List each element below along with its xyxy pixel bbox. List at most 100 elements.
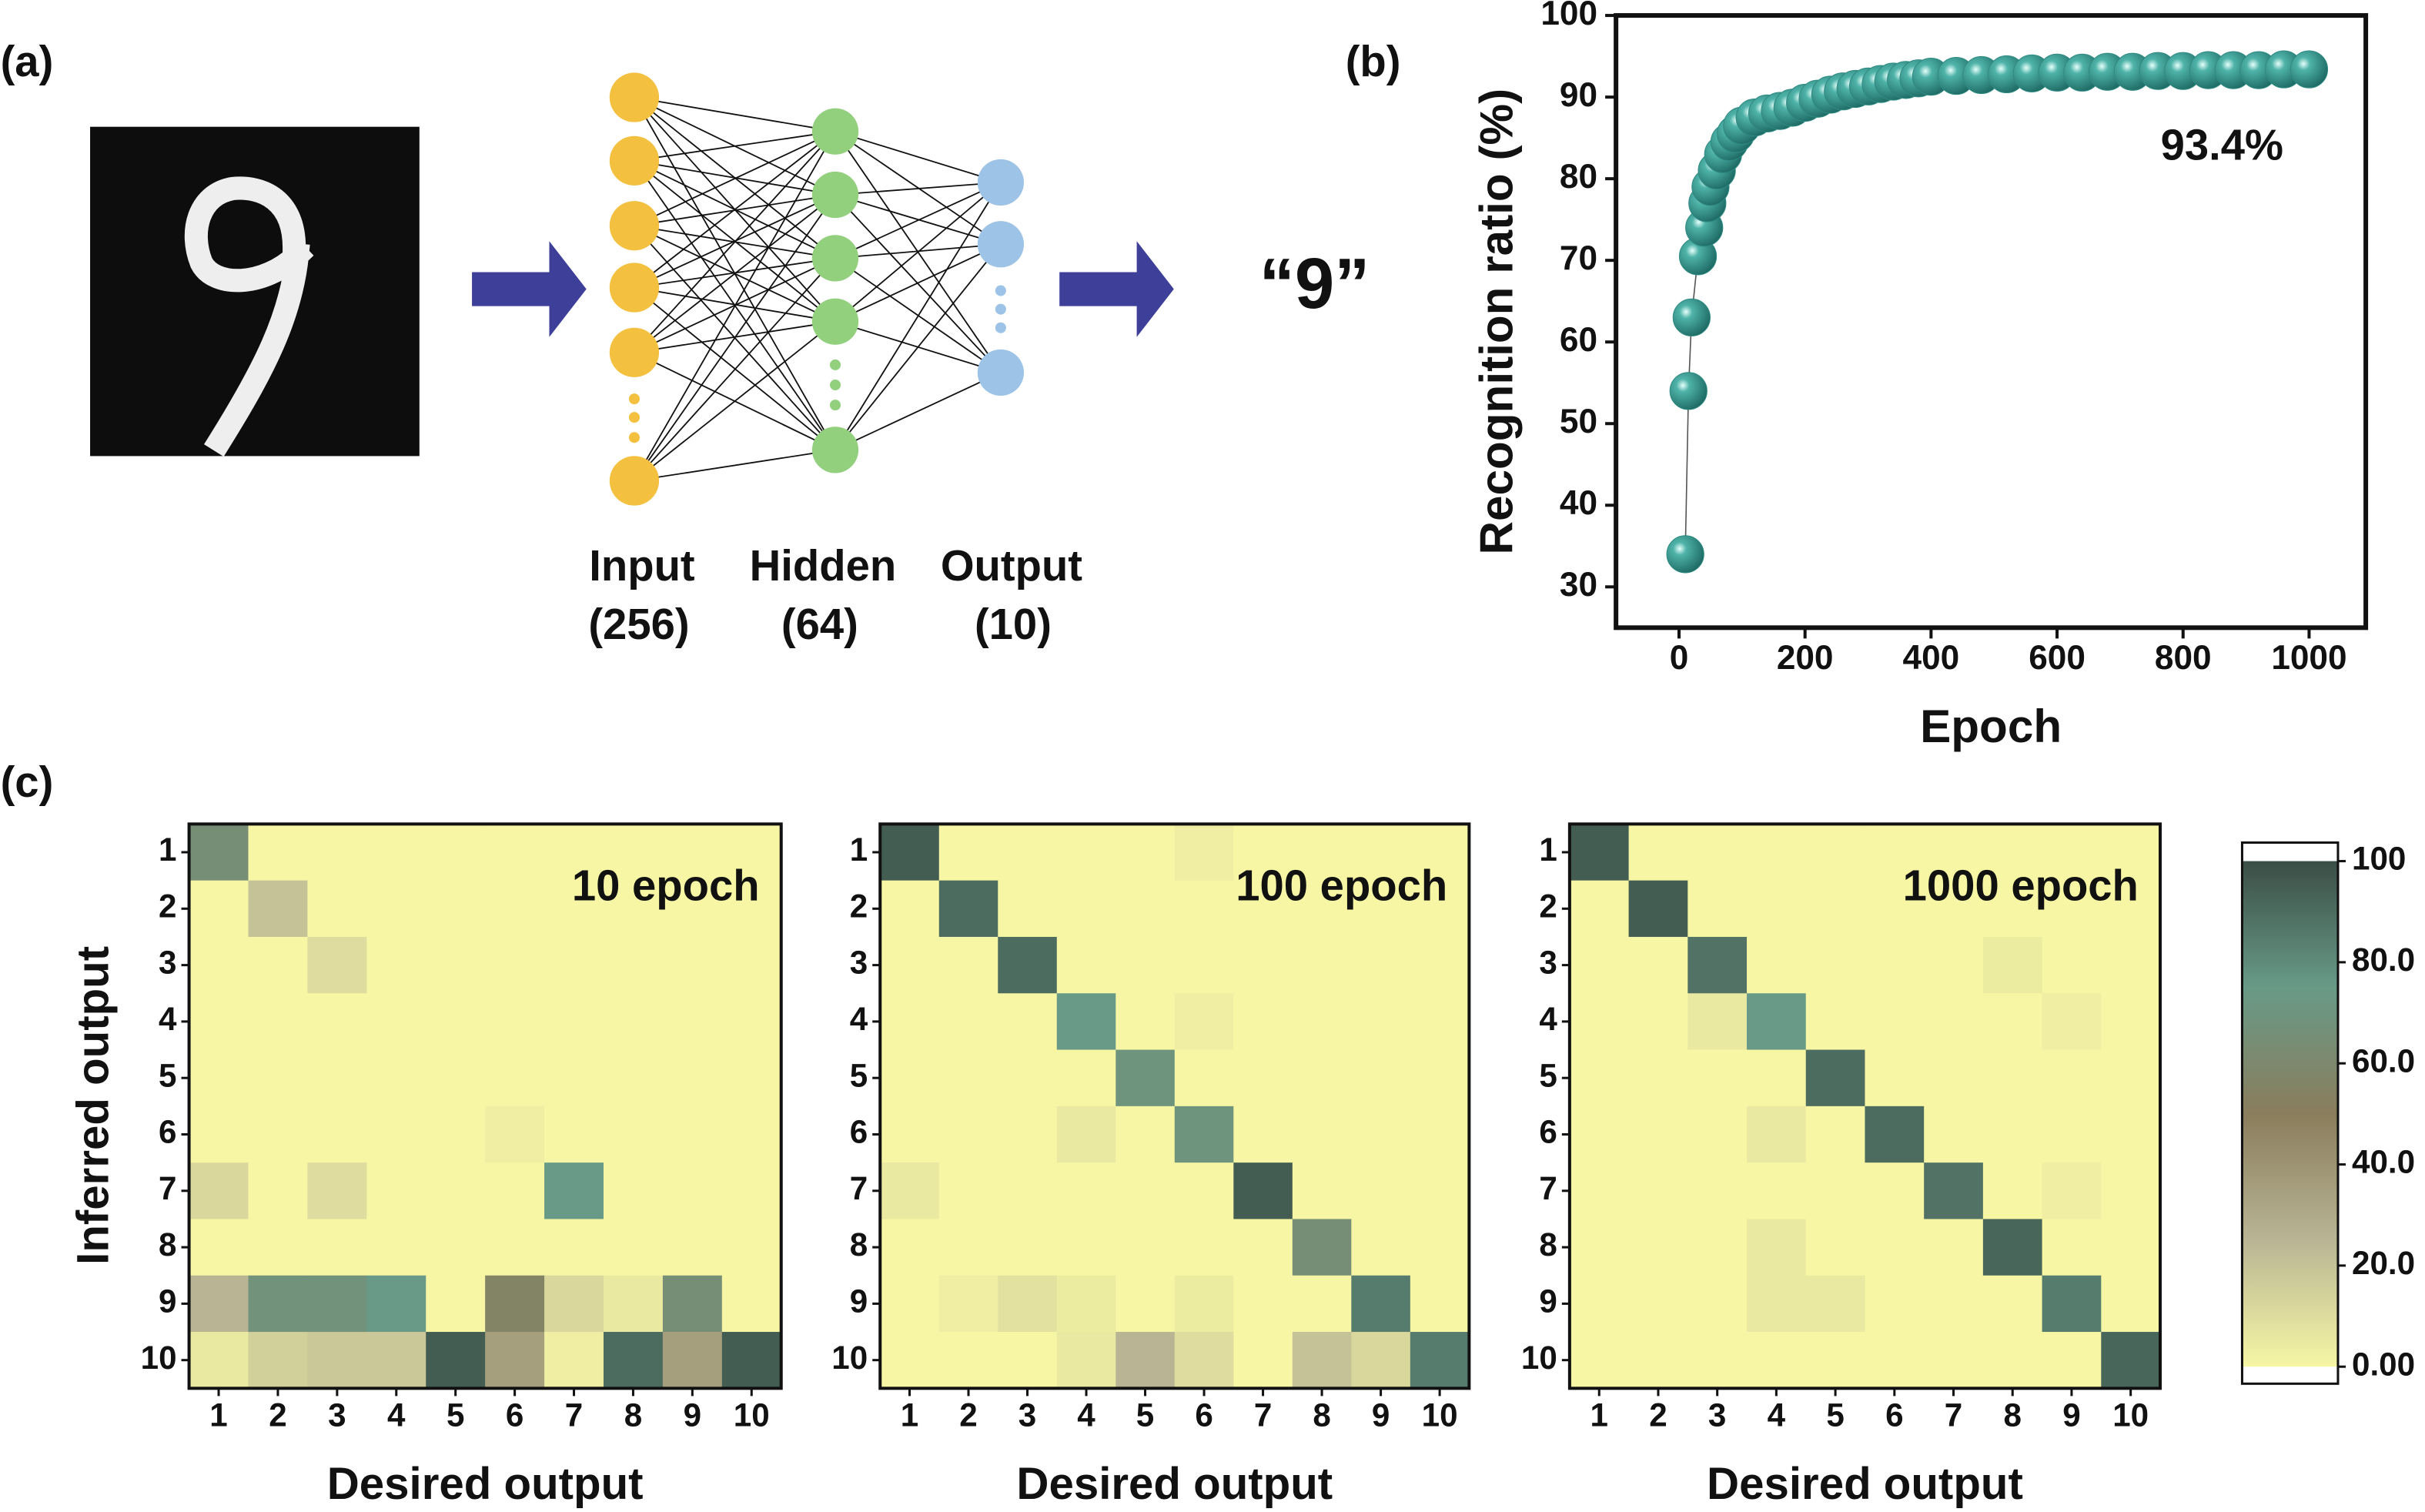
heatmap-cell xyxy=(880,1106,940,1163)
x-tick-label: 7 xyxy=(1254,1397,1272,1433)
heatmap-cell xyxy=(603,936,664,994)
heatmap-cell xyxy=(662,880,723,938)
x-tick-label: 600 xyxy=(2029,639,2086,677)
heatmap-cell xyxy=(426,1106,486,1163)
heatmap-cell xyxy=(2101,1162,2161,1220)
connection xyxy=(634,320,836,482)
y-tick-label: 2 xyxy=(1539,888,1557,924)
heatmap-cell xyxy=(189,1106,249,1163)
heatmap-cell xyxy=(721,936,782,994)
connection xyxy=(835,182,1002,450)
heatmap-cell xyxy=(1569,936,1630,994)
layer-name: Output xyxy=(941,541,1082,590)
colorbar-frame xyxy=(2240,841,2340,1385)
connection xyxy=(634,130,836,227)
data-point xyxy=(2290,50,2329,89)
x-tick-label: 6 xyxy=(1885,1397,1903,1433)
heatmap-cell xyxy=(1924,1106,1984,1163)
heatmap-cell xyxy=(366,1162,426,1220)
heatmap-cell xyxy=(1569,1219,1630,1276)
heatmap-cell xyxy=(1865,1162,1925,1220)
heatmap-cell xyxy=(426,1049,486,1107)
heatmap-cell xyxy=(366,1275,426,1333)
node xyxy=(609,263,660,313)
heatmap-cell xyxy=(307,993,367,1051)
heatmap-cell xyxy=(662,824,723,881)
heatmap-cell xyxy=(307,1219,367,1276)
heatmap-cell xyxy=(1865,993,1925,1051)
heatmap-cell xyxy=(1628,1275,1688,1333)
node xyxy=(977,221,1025,268)
heatmap-cell xyxy=(485,936,545,994)
heatmap-cell xyxy=(721,993,782,1051)
x-tick-label: 2 xyxy=(269,1397,286,1433)
heatmap-cell xyxy=(1687,936,1748,994)
heatmap-cell xyxy=(1233,1275,1293,1333)
heatmap-cell xyxy=(1116,1275,1176,1333)
node xyxy=(977,159,1025,206)
y-tick-label: 90 xyxy=(1560,76,1597,114)
heatmap-cell xyxy=(1116,880,1176,938)
heatmap-cell xyxy=(189,1332,249,1389)
node-dot xyxy=(628,412,640,423)
heatmap-cell xyxy=(662,1162,723,1220)
heatmap-cell xyxy=(938,880,998,938)
heatmap-cell xyxy=(880,1275,940,1333)
heatmap-cell xyxy=(189,1219,249,1276)
heatmap-cell xyxy=(1982,993,2043,1051)
node xyxy=(811,298,859,345)
connection xyxy=(634,286,836,323)
heatmap-cell xyxy=(1982,936,2043,994)
colorbar-bottom xyxy=(2242,1366,2338,1384)
heatmap-cell xyxy=(721,1162,782,1220)
y-tick-label: 9 xyxy=(850,1283,868,1320)
heatmap-cell xyxy=(2042,993,2102,1051)
node-dot xyxy=(628,393,640,405)
heatmap-cell xyxy=(721,1275,782,1333)
heatmap-cell xyxy=(1174,1049,1234,1107)
panel-label: (b) xyxy=(1346,37,1401,85)
heatmap-cell xyxy=(662,1219,723,1276)
heatmap-cell xyxy=(998,880,1058,938)
heatmap-cell xyxy=(938,1162,998,1220)
heatmap-cell xyxy=(721,880,782,938)
colorbar-tick-label: 60.0 xyxy=(2352,1042,2415,1079)
heatmap-cell xyxy=(366,1219,426,1276)
heatmap-cell xyxy=(1292,1162,1352,1220)
x-tick-label: 5 xyxy=(1136,1397,1154,1433)
heatmap-cell xyxy=(1687,993,1748,1051)
heatmap-cell xyxy=(1233,1219,1293,1276)
heatmap-cell xyxy=(1628,993,1688,1051)
y-tick-label: 7 xyxy=(159,1170,176,1206)
heatmap-cell xyxy=(366,1049,426,1107)
x-tick-label: 1 xyxy=(901,1397,918,1433)
heatmap-cell xyxy=(880,936,940,994)
heatmap-cell xyxy=(248,1219,309,1276)
y-tick-label: 5 xyxy=(850,1057,868,1093)
heatmap-cell xyxy=(2042,1275,2102,1333)
heatmap-cell xyxy=(1351,1162,1411,1220)
node xyxy=(609,72,660,122)
x-tick-label: 200 xyxy=(1777,639,1834,677)
connection xyxy=(835,182,1001,196)
heatmap-cell xyxy=(1174,1106,1234,1163)
heatmap-cell xyxy=(1056,1332,1116,1389)
heatmap-cell xyxy=(1687,1332,1748,1389)
connection xyxy=(835,182,1002,323)
heatmap-cell xyxy=(662,1332,723,1389)
heatmap-cell xyxy=(1116,1332,1176,1389)
heatmap-cell xyxy=(1292,1219,1352,1276)
heatmap-cell xyxy=(1174,993,1234,1051)
y-tick-label: 4 xyxy=(1539,1001,1557,1037)
heatmap-cell xyxy=(1687,1275,1748,1333)
y-tick-label: 2 xyxy=(159,888,176,924)
node xyxy=(609,201,660,251)
heatmap-cell xyxy=(1056,993,1116,1051)
y-tick-label: 10 xyxy=(1521,1340,1557,1376)
heatmap-cell xyxy=(307,1106,367,1163)
y-axis-label: Recognition ratio (%) xyxy=(1470,89,1522,555)
x-tick-label: 9 xyxy=(684,1397,701,1433)
prediction: “9” xyxy=(1259,243,1370,323)
heatmap-cell xyxy=(1116,1219,1176,1276)
heatmap-cell xyxy=(1982,1219,2043,1276)
